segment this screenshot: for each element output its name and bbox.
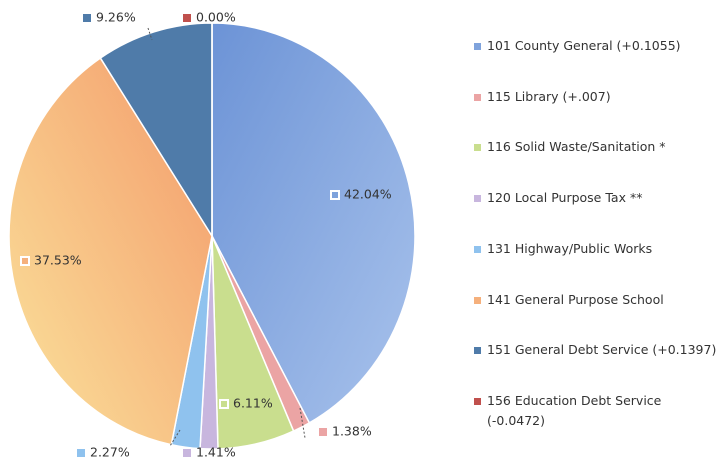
legend-item: 101 County General (+0.1055) — [474, 36, 719, 56]
leader-line — [169, 429, 181, 447]
legend-label: 115 Library (+.007) — [487, 88, 611, 104]
pie-area: 42.04% 1.38% 6.11% 1.41% 2.27% 37.53% 9.26% 0.0… — [8, 10, 416, 460]
legend-swatch — [474, 93, 481, 101]
legend-label: 151 General Debt Service (+0.1397) — [487, 342, 717, 358]
label-marker — [77, 449, 85, 457]
data-label: 1.41% — [196, 445, 236, 460]
legend-item: 141 General Purpose School — [474, 290, 719, 310]
legend-label: 116 Solid Waste/Sanitation * — [487, 139, 666, 155]
legend-swatch — [474, 347, 481, 355]
label-marker — [183, 14, 191, 22]
data-label: 42.04% — [344, 187, 392, 202]
label-marker — [219, 399, 229, 409]
data-label: 1.38% — [332, 424, 372, 439]
legend-label: 156 Education Debt Service (-0.0472) — [487, 392, 662, 428]
legend-swatch — [474, 245, 481, 253]
legend-swatch — [474, 397, 481, 405]
legend-swatch — [474, 43, 481, 50]
data-label: 6.11% — [233, 396, 273, 411]
pie-slice — [211, 22, 416, 424]
label-marker — [319, 428, 327, 436]
data-label: 2.27% — [90, 445, 130, 460]
legend-item: 116 Solid Waste/Sanitation * — [474, 137, 719, 157]
pie-slice — [99, 22, 213, 239]
legend-item: 115 Library (+.007) — [474, 87, 719, 107]
legend-item: 120 Local Purpose Tax ** — [474, 188, 719, 208]
label-marker — [83, 14, 91, 22]
label-marker — [183, 449, 191, 457]
legend-swatch — [474, 195, 481, 203]
pie-slice — [8, 56, 213, 446]
data-label: 37.53% — [34, 253, 82, 268]
legend-label: 120 Local Purpose Tax ** — [487, 190, 643, 206]
legend-swatch — [474, 144, 481, 152]
data-label: 0.00% — [196, 10, 236, 25]
label-marker — [20, 256, 30, 266]
label-marker — [330, 190, 340, 200]
legend-swatch — [474, 296, 481, 304]
legend-label: 131 Highway/Public Works — [487, 240, 653, 256]
leader-line — [299, 407, 306, 439]
data-label: 9.26% — [96, 10, 136, 25]
legend-item: 156 Education Debt Service (-0.0472) — [474, 391, 719, 431]
legend-item: 131 Highway/Public Works — [474, 239, 719, 259]
legend-label: 141 General Purpose School — [487, 291, 664, 307]
legend-item: 151 General Debt Service (+0.1397) — [474, 340, 719, 360]
legend-label: 101 County General (+0.1055) — [487, 38, 681, 53]
